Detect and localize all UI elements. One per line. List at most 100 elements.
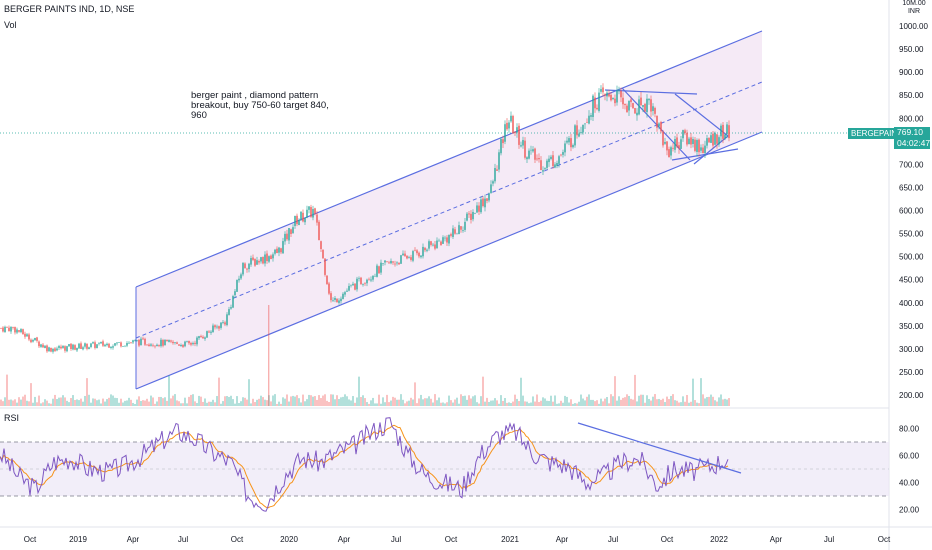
volume-bar — [244, 397, 246, 406]
channel-upper-line[interactable] — [135, 30, 763, 288]
price-axis[interactable]: 1000.00950.00900.00850.00800.00750.00700… — [899, 22, 928, 400]
volume-bar — [388, 402, 390, 406]
candle-body — [214, 325, 216, 328]
volume-bar — [514, 394, 516, 406]
volume-bar — [392, 396, 394, 406]
volume-bar — [328, 401, 330, 406]
candle-body — [292, 227, 294, 233]
volume-bar — [462, 396, 464, 406]
volume-bar — [380, 403, 382, 406]
candle-body — [506, 122, 508, 130]
volume-bar — [240, 401, 242, 406]
candle-body — [582, 124, 584, 133]
channel-lower-line[interactable] — [135, 131, 763, 390]
candle-body — [166, 340, 168, 342]
volume-bar — [652, 396, 654, 406]
volume-bar — [348, 399, 350, 406]
volume-bar — [688, 402, 690, 406]
candle-body — [130, 342, 132, 343]
candle-body — [368, 278, 370, 280]
candle-body — [678, 145, 680, 149]
candle-body — [10, 326, 12, 332]
candle-body — [510, 115, 512, 122]
volume-bar — [438, 397, 440, 406]
volume-bar — [414, 382, 416, 406]
volume-bar — [658, 398, 660, 406]
candle-body — [184, 341, 186, 347]
candle-body — [424, 247, 426, 251]
volume-bar — [208, 401, 210, 406]
volume-bar — [126, 400, 128, 406]
volume-bar — [78, 400, 80, 406]
candle-body — [164, 339, 166, 346]
volume-bar — [338, 399, 340, 406]
candle-body — [294, 215, 296, 226]
volume-bar — [500, 395, 502, 406]
candle-body — [236, 279, 238, 292]
candle-body — [344, 292, 346, 295]
candle-body — [128, 342, 130, 344]
candle-body — [30, 339, 32, 343]
candle-body — [646, 98, 648, 113]
volume-bar — [92, 398, 94, 406]
volume-bar — [102, 398, 104, 406]
candle-body — [274, 249, 276, 254]
volume-bar — [64, 397, 66, 406]
time-axis[interactable]: Oct 2019 Apr Jul Oct 2020 Apr Jul Oct 2021 Apr Jul O… — [24, 535, 891, 544]
candle-body — [656, 115, 658, 128]
candle-body — [450, 234, 452, 236]
volume-bar — [706, 397, 708, 406]
volume-bar — [664, 402, 666, 406]
volume-bar — [454, 399, 456, 406]
rsi-tick-label: 40.00 — [899, 479, 920, 488]
volume-bar — [294, 396, 296, 406]
candle-body — [644, 104, 646, 112]
candle-body — [408, 257, 410, 258]
volume-bar — [68, 402, 70, 406]
candle-body — [142, 338, 144, 340]
volume-bar — [334, 399, 336, 406]
candle-body — [210, 331, 212, 333]
volume-bar — [82, 401, 84, 406]
rsi-axis[interactable]: 80.00 60.00 40.00 20.00 — [899, 425, 920, 515]
candle-body — [626, 105, 628, 113]
annotation-note[interactable]: berger paint , diamond pattern breakout,… — [191, 90, 329, 121]
candle-body — [548, 158, 550, 163]
candle-body — [514, 131, 516, 134]
candle-body — [418, 252, 420, 257]
volume-bar — [366, 402, 368, 406]
candle-body — [588, 115, 590, 124]
candle-body — [354, 283, 356, 290]
candle-body — [112, 346, 114, 348]
candle-body — [42, 344, 44, 348]
candle-body — [660, 122, 662, 132]
candle-body — [270, 255, 272, 260]
candle-body — [664, 142, 666, 144]
candle-body — [310, 207, 312, 217]
volume-bar — [28, 401, 30, 406]
candle-body — [396, 262, 398, 264]
candle-body — [726, 124, 728, 134]
volume-bar — [274, 394, 276, 406]
candle-body — [206, 331, 208, 338]
candle-body — [694, 139, 696, 151]
candle-body — [338, 300, 340, 303]
volume-bar — [676, 400, 678, 406]
candle-body — [36, 337, 38, 341]
candle-body — [556, 162, 558, 166]
candle-body — [290, 229, 292, 234]
volume-label: Vol — [4, 20, 17, 30]
candle-body — [486, 198, 488, 201]
candle-body — [254, 259, 256, 266]
volume-bar — [484, 401, 486, 406]
candle-body — [28, 334, 30, 340]
candle-body — [54, 348, 56, 352]
volume-bar — [636, 401, 638, 406]
countdown-timer: 04:02:47 — [897, 138, 931, 148]
candle-body — [576, 125, 578, 136]
candle-body — [38, 341, 40, 347]
rsi-trendline[interactable] — [577, 422, 742, 474]
candle-body — [352, 283, 354, 286]
candle-body — [386, 261, 388, 262]
candle-body — [276, 248, 278, 254]
